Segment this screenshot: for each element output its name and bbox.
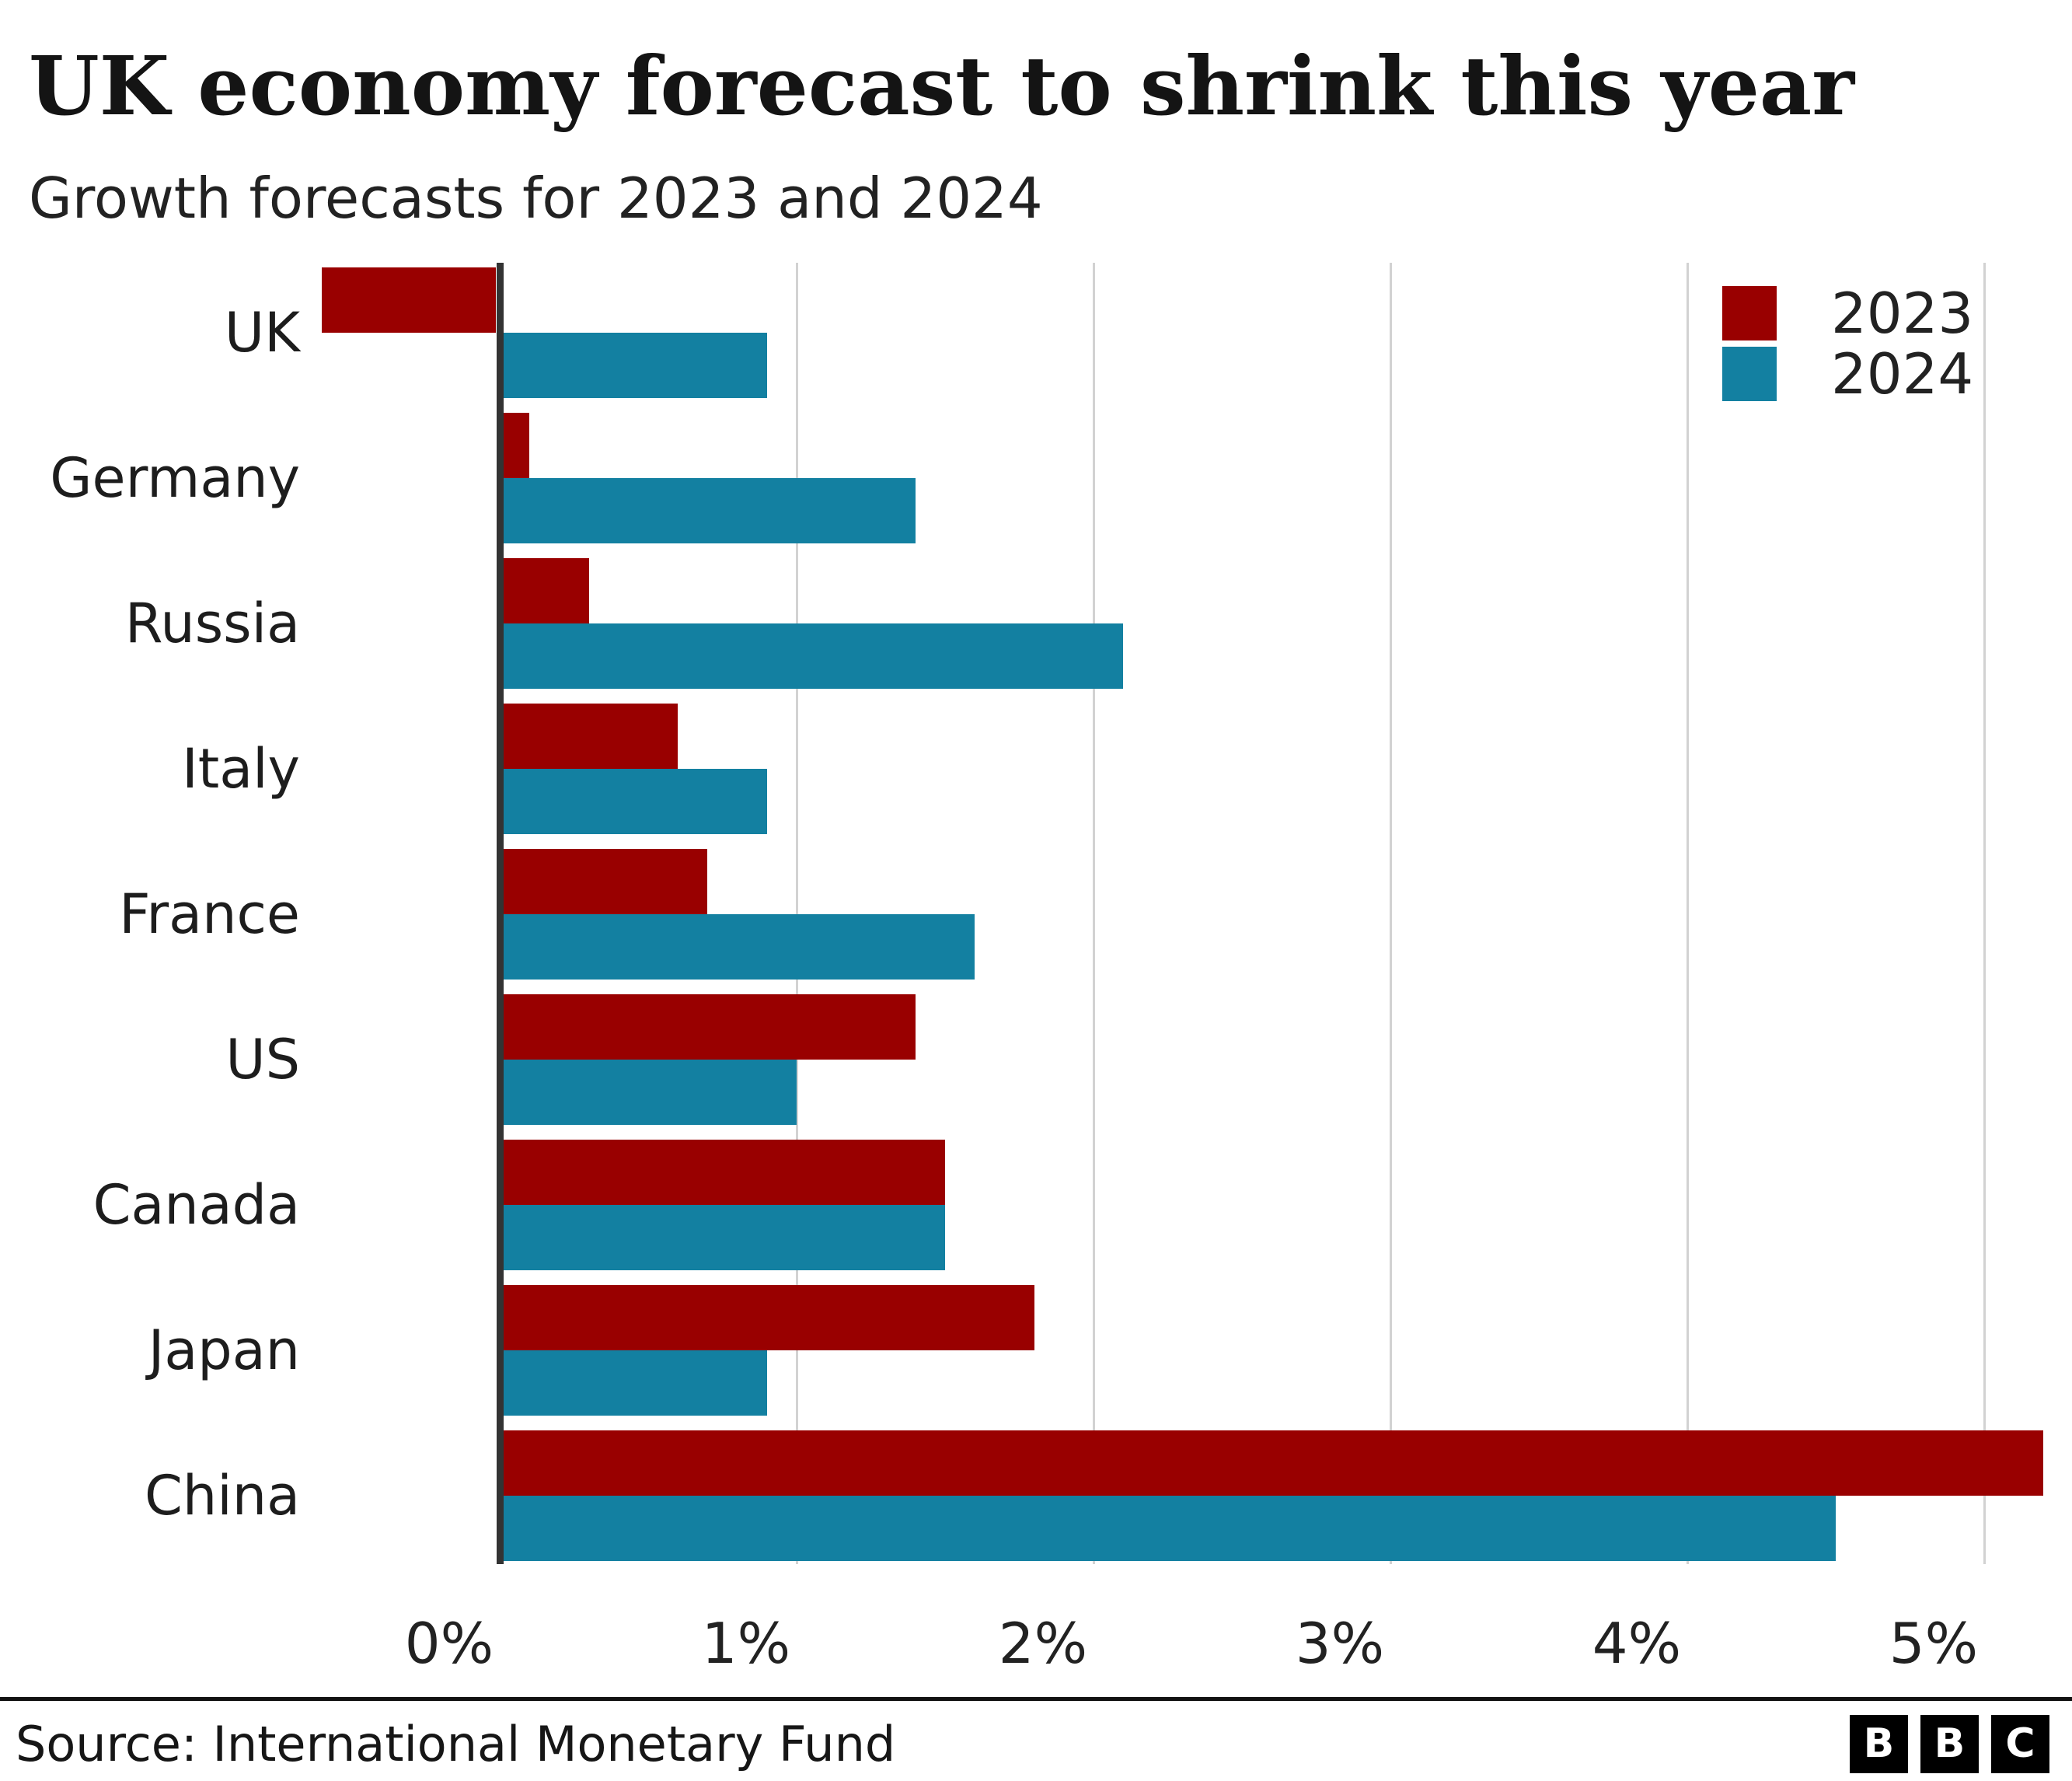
bar-UK-2023 [321, 267, 497, 333]
country-label-US: US [225, 1028, 300, 1091]
bar-France-2023 [503, 849, 708, 914]
x-tick-label-1%: 1% [701, 1611, 790, 1676]
bbc-logo-square: C [1991, 1715, 2049, 1773]
chart-title: UK economy forecast to shrink this year [29, 38, 1855, 134]
gridline-3% [1389, 263, 1392, 1564]
bar-US-2024 [503, 1060, 797, 1125]
bar-Russia-2024 [503, 623, 1124, 689]
x-tick-label-4%: 4% [1592, 1611, 1681, 1676]
bar-Japan-2023 [503, 1285, 1034, 1350]
country-label-UK: UK [224, 301, 300, 365]
bar-Germany-2024 [503, 478, 916, 543]
bar-Russia-2023 [503, 558, 589, 623]
x-tick-label-0%: 0% [404, 1611, 494, 1676]
bar-China-2023 [503, 1430, 2044, 1496]
zero-axis-line [496, 263, 504, 1564]
legend-label-2024: 2024 [1831, 341, 1974, 407]
bar-Italy-2024 [503, 769, 767, 834]
bbc-logo-square: B [1920, 1715, 1979, 1773]
bar-UK-2024 [503, 333, 767, 398]
gridline-4% [1686, 263, 1689, 1564]
bar-Canada-2023 [503, 1140, 945, 1205]
bar-Italy-2023 [503, 704, 678, 769]
legend-swatch-2024 [1722, 347, 1777, 401]
legend-swatch-2023 [1722, 286, 1777, 340]
bar-China-2024 [503, 1496, 1836, 1561]
country-label-China: China [145, 1464, 300, 1528]
gridline-5% [1983, 263, 1986, 1564]
country-label-Germany: Germany [50, 446, 300, 510]
gridline-2% [1092, 263, 1095, 1564]
x-tick-label-3%: 3% [1295, 1611, 1384, 1676]
country-label-Japan: Japan [148, 1318, 300, 1382]
chart-subtitle: Growth forecasts for 2023 and 2024 [29, 166, 1043, 231]
bar-Canada-2024 [503, 1205, 945, 1270]
gridline-1% [795, 263, 798, 1564]
footer-divider [0, 1697, 2072, 1701]
bar-France-2024 [503, 914, 975, 980]
bar-Japan-2024 [503, 1350, 767, 1416]
legend-label-2023: 2023 [1831, 281, 1974, 346]
country-label-Italy: Italy [182, 737, 300, 801]
bbc-logo-square: B [1850, 1715, 1908, 1773]
x-tick-label-5%: 5% [1889, 1611, 1978, 1676]
bar-Germany-2023 [503, 413, 530, 478]
country-label-France: France [119, 882, 300, 946]
country-label-Canada: Canada [92, 1173, 300, 1237]
x-tick-label-2%: 2% [998, 1611, 1087, 1676]
country-label-Russia: Russia [124, 592, 300, 655]
bar-US-2023 [503, 994, 916, 1060]
source-attribution: Source: International Monetary Fund [16, 1716, 896, 1772]
